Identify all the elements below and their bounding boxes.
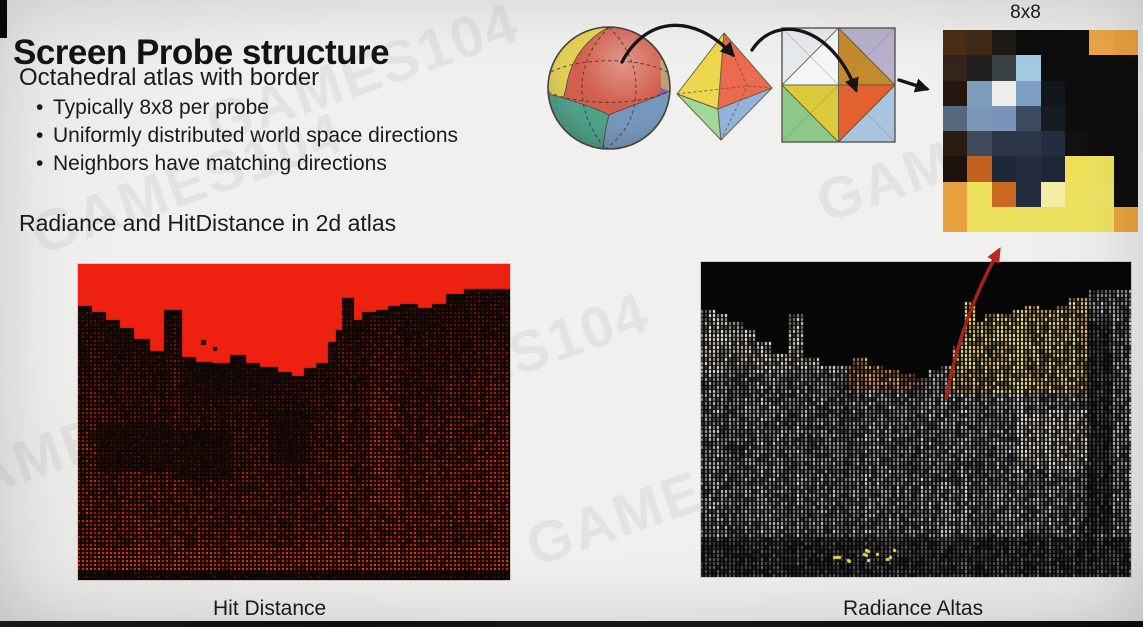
probe-grid-cell: [1113, 80, 1138, 106]
probe-grid-cell: [943, 181, 968, 207]
bullet-list: Typically 8x8 per probe Uniformly distri…: [36, 94, 458, 178]
probe-grid-cell: [1113, 30, 1138, 56]
probe-grid-cell: [1089, 105, 1114, 131]
slide-subtitle: Octahedral atlas with border: [19, 64, 320, 91]
probe-grid-cell: [1040, 206, 1065, 232]
probe-grid-cell: [1089, 181, 1114, 207]
probe-grid-cell: [1089, 206, 1114, 232]
probe-grid-cell: [943, 206, 968, 232]
section-label: Radiance and HitDistance in 2d atlas: [19, 210, 397, 236]
video-letterbox-bar: [0, 621, 1143, 627]
probe-grid-cell: [1113, 105, 1138, 131]
octahedral-mapping-diagram: [547, 23, 930, 150]
probe-grid-cell: [1040, 131, 1065, 157]
probe-grid-cell: [1064, 206, 1090, 232]
probe-grid-cell: [1089, 30, 1114, 56]
probe-grid-cell: [1089, 156, 1114, 182]
probe-grid-cell: [991, 80, 1017, 106]
probe-grid-cell: [1064, 131, 1090, 157]
probe-grid-cell: [943, 131, 968, 157]
probe-grid-cell: [1064, 80, 1090, 106]
probe-grid-cell: [1016, 105, 1041, 131]
bullet-item: Typically 8x8 per probe: [36, 94, 458, 122]
probe-grid-cell: [967, 30, 992, 56]
octahedron-figure: [676, 32, 773, 141]
probe-grid-cell: [1064, 181, 1090, 207]
probe-grid-cell: [1016, 181, 1041, 207]
probe-grid-cell: [991, 181, 1017, 207]
probe-grid-cell: [967, 131, 992, 157]
probe-grid-cell: [1113, 206, 1138, 232]
probe-grid-cell: [991, 131, 1017, 157]
probe-grid-cell: [1040, 105, 1065, 131]
probe-grid-cell: [943, 156, 968, 182]
probe-grid-cell: [967, 105, 992, 131]
probe-grid-cell: [943, 80, 968, 106]
hit-distance-caption: Hit Distance: [213, 597, 327, 620]
probe-grid-cell: [1016, 156, 1041, 182]
probe-grid-cell: [1040, 55, 1065, 81]
probe-grid-cell: [1064, 30, 1090, 56]
video-artifact-topleft: [0, 0, 7, 38]
probe-grid-cell: [1064, 156, 1090, 182]
sphere-outline: [547, 26, 671, 150]
probe-grid-cell: [967, 55, 992, 81]
probe-grid-cell: [1089, 80, 1114, 106]
probe-grid-cell: [1089, 131, 1114, 157]
probe-grid-size-label: 8x8: [1010, 2, 1041, 23]
probe-grid-cell: [1113, 131, 1138, 157]
probe-grid-cell: [1016, 80, 1041, 106]
hit-distance-image: [77, 263, 511, 581]
probe-grid-cell: [1016, 55, 1041, 81]
probe-grid-cell: [1016, 30, 1041, 56]
map-corner-diagonals: [781, 27, 896, 143]
probe-grid-cell: [967, 156, 992, 182]
probe-grid-cell: [967, 206, 992, 232]
probe-grid-8x8: [943, 30, 1138, 232]
probe-grid-cell: [1016, 131, 1041, 157]
bullet-item: Neighbors have matching directions: [36, 150, 458, 178]
radiance-atlas-caption: Radiance Altas: [843, 597, 984, 620]
probe-grid-cell: [1064, 55, 1090, 81]
probe-grid-cell: [967, 80, 992, 106]
probe-grid-cell: [1040, 181, 1065, 207]
probe-grid-cell: [967, 181, 992, 207]
probe-grid-cell: [1113, 55, 1138, 81]
probe-grid-cell: [991, 105, 1017, 131]
probe-grid-cell: [1040, 30, 1065, 56]
probe-pointer-arrow: [944, 247, 1001, 401]
probe-grid-cell: [991, 55, 1017, 81]
mapping-flow-arrows: [620, 23, 930, 93]
probe-grid-cell: [991, 30, 1017, 56]
sphere-dashed-grid: [547, 26, 671, 149]
map-border: [781, 27, 896, 143]
radiance-atlas-image: [700, 261, 1132, 578]
probe-grid-cell: [1016, 206, 1041, 232]
probe-grid-cell: [1113, 181, 1138, 207]
probe-grid-cell: [1040, 80, 1065, 106]
slide-title: Screen Probe structure: [13, 33, 390, 73]
probe-grid-cell: [943, 30, 968, 56]
probe-grid-cell: [1040, 156, 1065, 182]
bullet-item: Uniformly distributed world space direct…: [36, 122, 458, 150]
probe-grid-cell: [943, 55, 968, 81]
probe-grid-cell: [1089, 55, 1114, 81]
probe-grid-cell: [943, 105, 968, 131]
probe-grid-cell: [1113, 156, 1138, 182]
probe-grid-cell: [991, 156, 1017, 182]
probe-grid-cell: [1064, 105, 1090, 131]
probe-grid-cell: [991, 206, 1017, 232]
